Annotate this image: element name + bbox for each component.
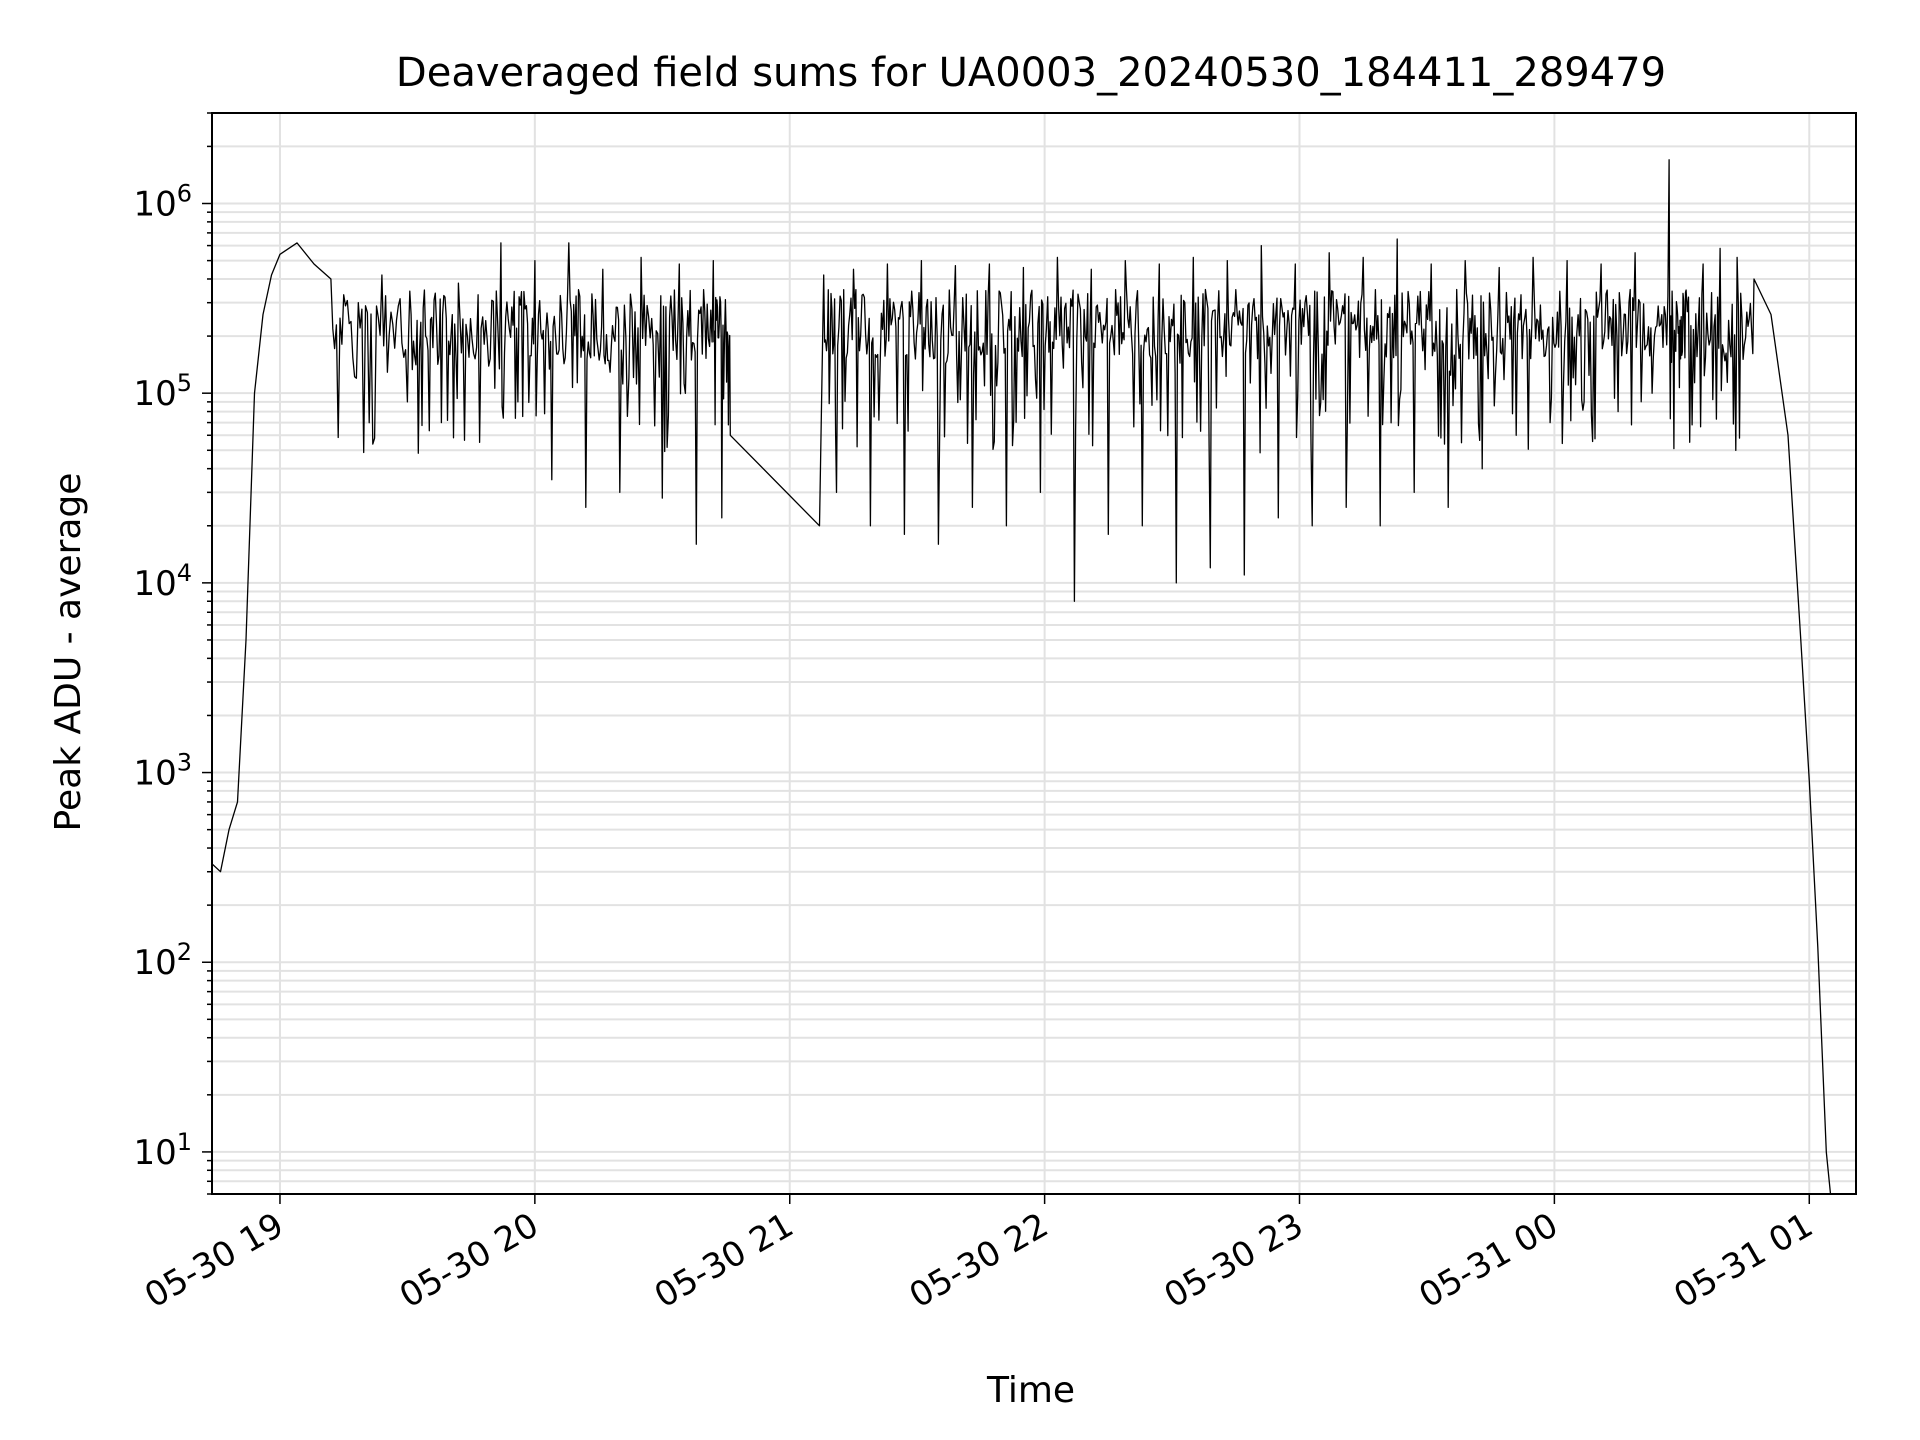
chart-title: Deaveraged field sums for UA0003_2024053… bbox=[396, 50, 1666, 96]
y-tick-label: 102 bbox=[133, 938, 192, 983]
y-tick-label: 106 bbox=[133, 180, 192, 225]
data-layer bbox=[212, 159, 1832, 1194]
y-tick-label: 101 bbox=[133, 1128, 192, 1173]
y-tick-label: 105 bbox=[133, 369, 192, 414]
x-axis-label: Time bbox=[986, 1370, 1075, 1411]
plot-frame bbox=[211, 112, 1857, 1195]
y-axis-label: Peak ADU - average bbox=[48, 473, 89, 832]
y-tick-label: 103 bbox=[133, 749, 192, 794]
grid-lines bbox=[212, 112, 1856, 1195]
series-line bbox=[212, 159, 1832, 1194]
y-tick-label: 104 bbox=[133, 559, 192, 604]
